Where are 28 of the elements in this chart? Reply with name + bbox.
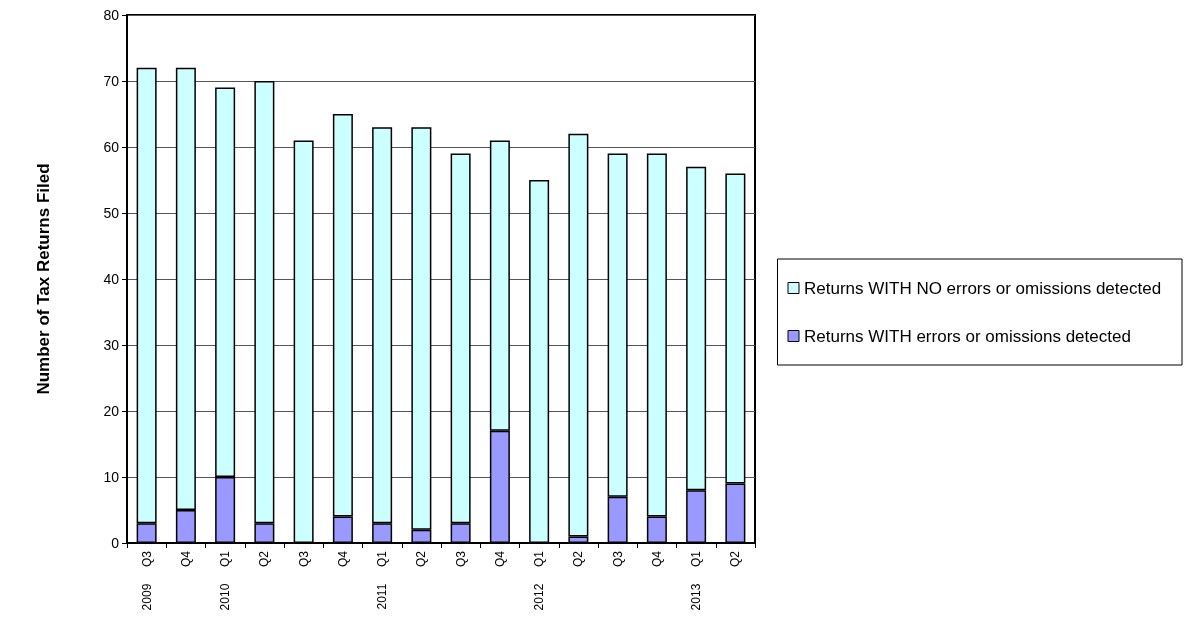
y-tick-label: 60 xyxy=(103,139,120,155)
y-tick-label: 70 xyxy=(103,73,120,89)
x-tick-label: Q4 xyxy=(492,550,507,568)
x-tick-label: 2010 Q1 xyxy=(218,550,233,611)
x-tick-label: 2009 Q3 xyxy=(139,550,154,611)
y-axis-title: Number of Tax Returns Filed xyxy=(34,163,53,395)
x-tick-label: 2011 Q1 xyxy=(375,550,390,610)
y-tick-label: 10 xyxy=(103,469,120,485)
x-tick-label: Q4 xyxy=(335,550,350,568)
x-tick-label: Q4 xyxy=(649,550,664,568)
x-tick-label: Q2 xyxy=(571,550,586,568)
y-tick-label: 50 xyxy=(103,205,120,221)
x-tick-label: Q2 xyxy=(728,550,743,568)
x-tick-label: Q3 xyxy=(610,550,625,568)
y-tick-label: 20 xyxy=(103,403,120,419)
x-tick-label: Q2 xyxy=(257,550,272,568)
x-tick-label: Q2 xyxy=(414,550,429,568)
x-tick-label: Q4 xyxy=(178,550,193,568)
legend-label: Returns WITH errors or omissions detected xyxy=(804,326,1131,346)
x-tick-label: 2012 Q1 xyxy=(532,550,547,611)
y-tick-label: 40 xyxy=(103,271,120,287)
x-tick-label: Q3 xyxy=(453,550,468,568)
y-tick-label: 80 xyxy=(103,7,120,23)
x-tick-label: 2013 Q1 xyxy=(689,550,704,611)
y-tick-label: 0 xyxy=(111,535,120,551)
x-tick-label: Q3 xyxy=(296,550,311,568)
legend-label: Returns WITH NO errors or omissions detected xyxy=(804,278,1162,298)
y-tick-label: 30 xyxy=(103,337,120,353)
